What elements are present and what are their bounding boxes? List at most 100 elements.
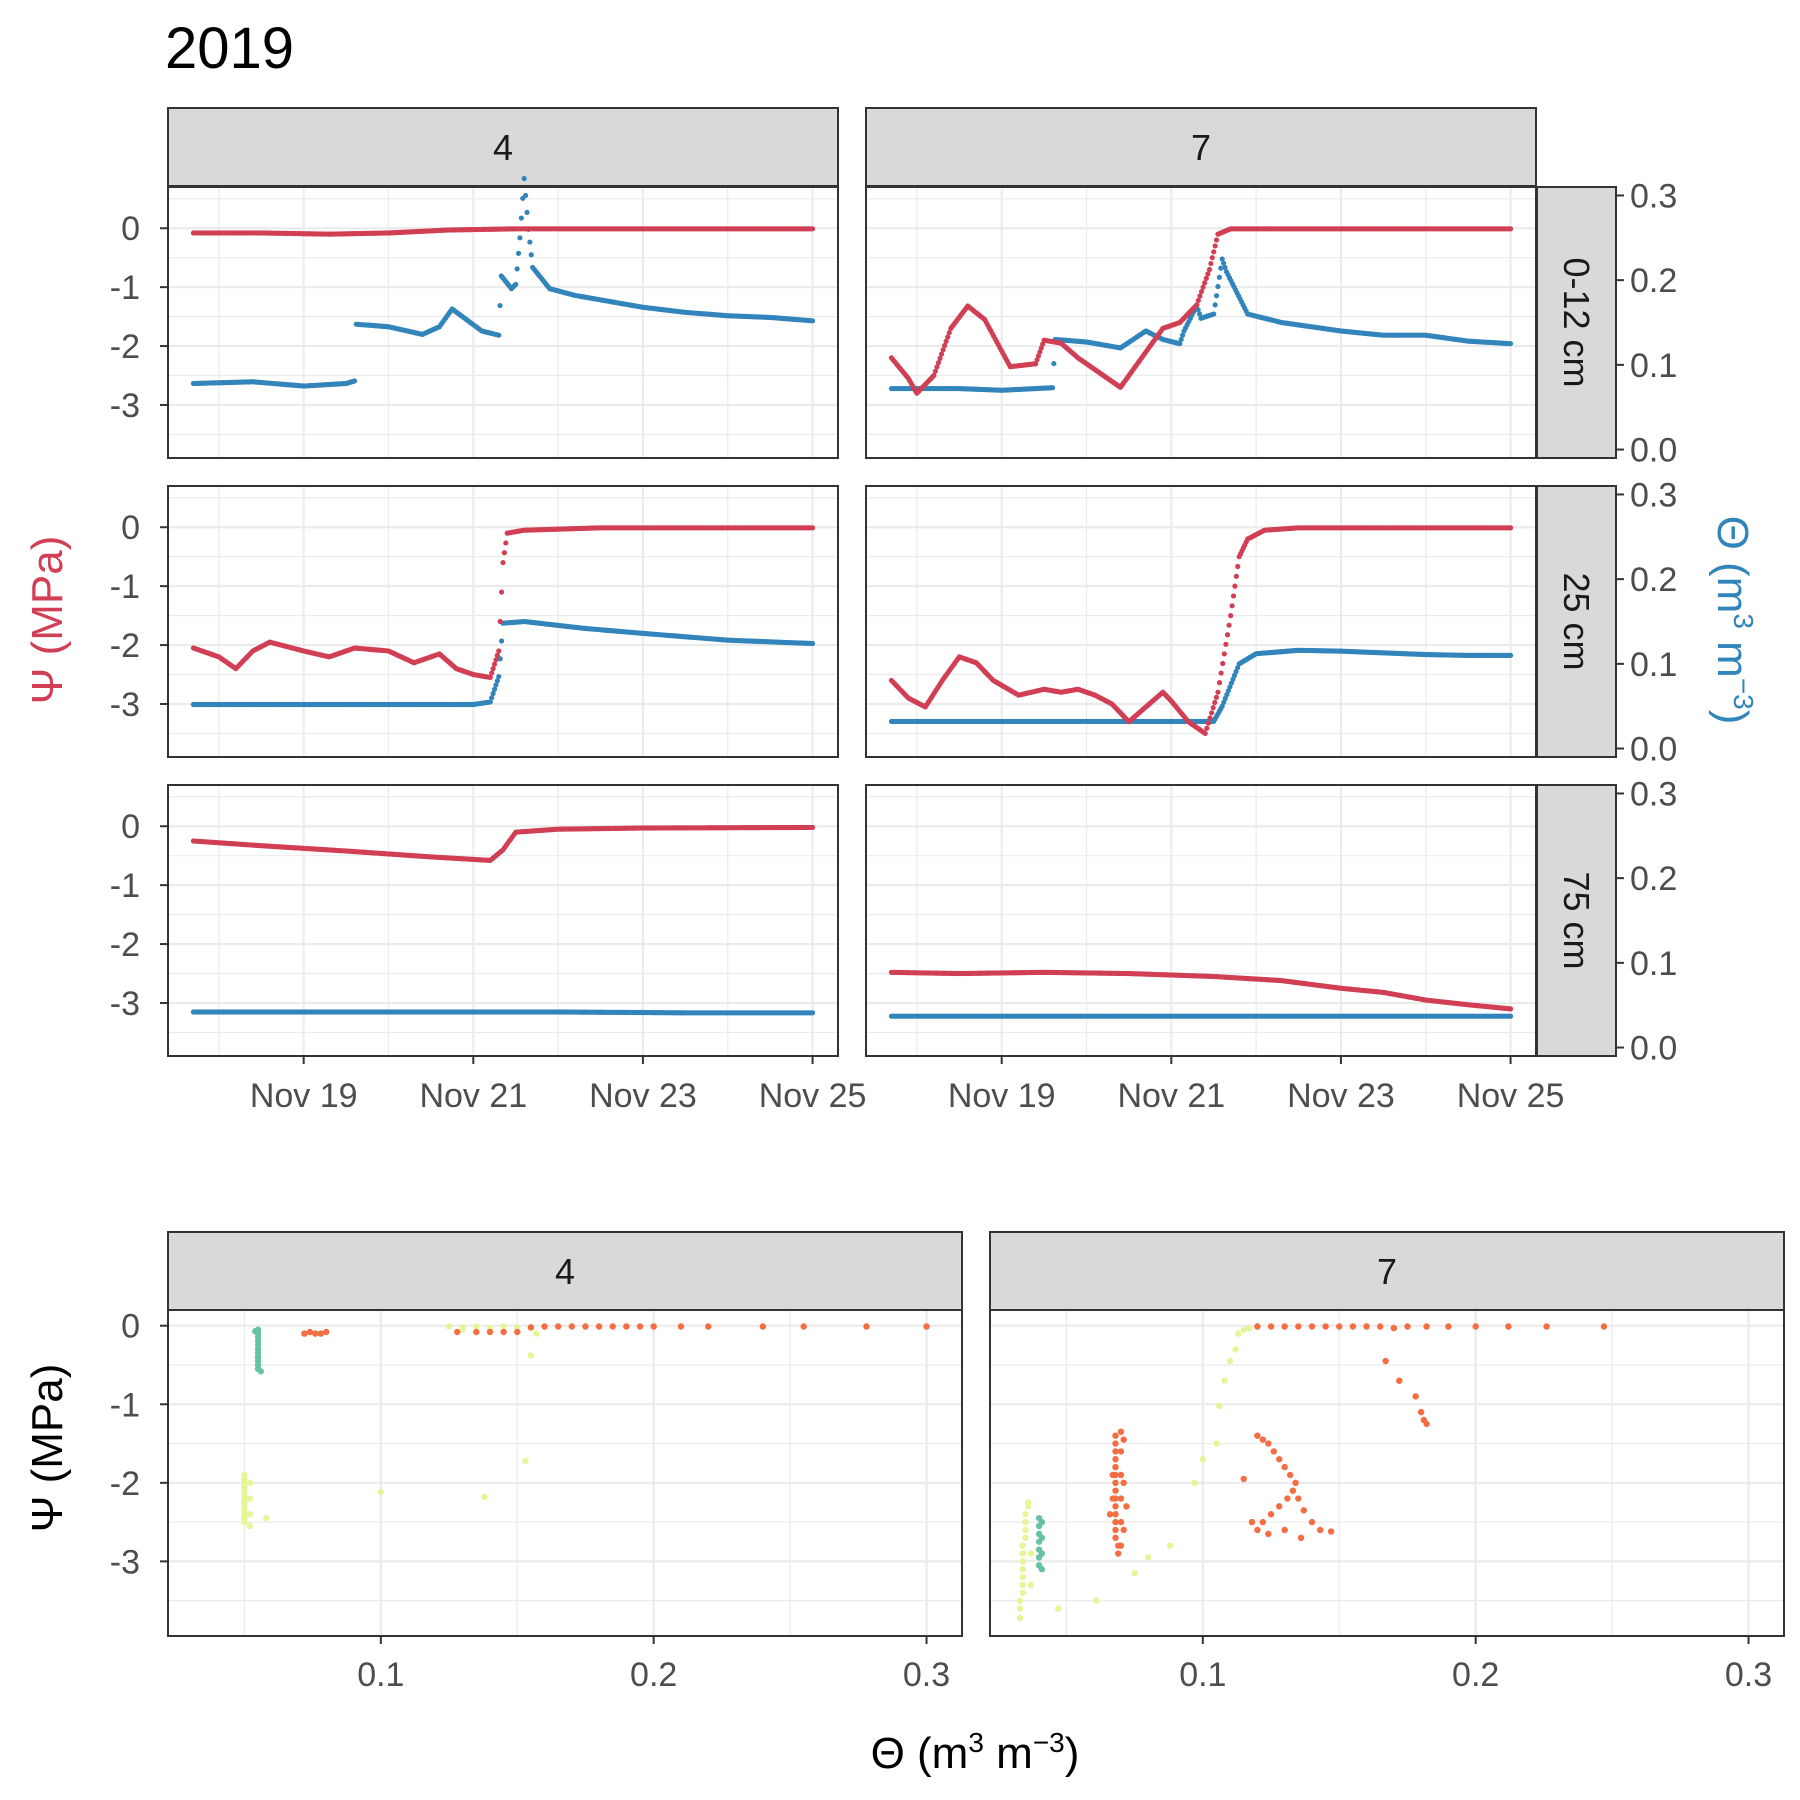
panel-border (167, 186, 839, 459)
psi-point (1035, 353, 1042, 359)
theta-tick-label: 0.0 (1630, 731, 1677, 769)
theta-point (1195, 307, 1201, 313)
psi-point (491, 661, 498, 667)
theta-point (498, 638, 505, 644)
psi-point (938, 351, 945, 357)
theta-tick-label: 0.2 (1630, 561, 1677, 599)
theta-tick-label: 0.2 (1630, 860, 1677, 898)
psi-point (494, 652, 500, 658)
theta-point (528, 252, 534, 258)
theta-tick-label: 0.1 (1630, 945, 1677, 983)
theta-tick-label: 0.0 (1630, 1030, 1677, 1068)
psi-point (1209, 255, 1215, 261)
theta-point (1177, 341, 1183, 347)
psi-point (1213, 694, 1219, 700)
psi-tick-label: -2 (110, 926, 140, 964)
psi-point (1215, 689, 1221, 695)
theta-point (487, 699, 493, 705)
facet-strip-4 (167, 107, 839, 187)
psi-point (487, 674, 493, 681)
theta-tick-label: 0.3 (1630, 775, 1677, 813)
panel-border (865, 186, 1537, 459)
psi-point (1040, 341, 1046, 347)
theta-point (515, 250, 522, 256)
theta-tick-label: 0.3 (1630, 177, 1677, 215)
theta-point (1196, 311, 1203, 317)
psi-point (1218, 670, 1224, 676)
psi-point (1195, 297, 1201, 304)
theta-point (517, 235, 523, 241)
x-tick-label: Nov 23 (589, 1077, 697, 1115)
x-tick-label: Nov 25 (759, 1077, 867, 1115)
theta-point (1507, 341, 1514, 347)
psi-point (1507, 525, 1514, 531)
theta-point (351, 378, 358, 384)
theta-point (518, 215, 524, 221)
psi-point (1194, 302, 1200, 308)
row-strip-label: 25 cm (1556, 572, 1597, 670)
psi-tick-label: -3 (110, 985, 140, 1023)
psi-point (1197, 293, 1203, 299)
psi-point (501, 550, 508, 556)
psi-point (809, 226, 816, 232)
theta-point (494, 678, 500, 684)
time-series-chart: 4 70-12 cm0-1-2-30.00.10.20.325 cm0-1-2-3… (110, 107, 1677, 1115)
psi-point (932, 368, 938, 374)
psi-point (1229, 603, 1235, 609)
psi-tick-label: -2 (110, 627, 140, 665)
psi-point (1211, 249, 1217, 255)
theta-point (1216, 274, 1222, 280)
theta-point (809, 640, 816, 647)
psi-point (1210, 705, 1216, 711)
psi-point (1037, 349, 1043, 355)
psi-point (1205, 271, 1211, 277)
psi-point (1204, 725, 1210, 731)
theta-point (1180, 332, 1186, 338)
psi-point (503, 540, 509, 546)
x-tick-label: Nov 21 (419, 1077, 527, 1115)
psi-point (1198, 288, 1205, 295)
psi-point (1233, 573, 1239, 579)
psi-point (1235, 563, 1241, 570)
theta-point (496, 332, 502, 338)
psi-point (931, 372, 937, 379)
psi-point (1213, 237, 1220, 243)
facet-strip-label: 7 (1191, 127, 1211, 168)
theta-point (514, 266, 520, 272)
psi-point (1208, 260, 1214, 267)
psi-point (1033, 361, 1039, 367)
theta-point (489, 695, 495, 701)
psi-point (1212, 699, 1218, 706)
psi-point (500, 559, 506, 566)
psi-point (809, 525, 816, 531)
panel-background (866, 187, 1536, 458)
theta-point (496, 673, 502, 680)
psi-point (937, 355, 943, 361)
row-strip-label: 75 cm (1556, 871, 1597, 969)
psi-point (493, 657, 499, 663)
theta-tick-label: 0.3 (1630, 476, 1677, 514)
psi-point (1200, 284, 1206, 290)
theta-tick-label: 0.2 (1630, 262, 1677, 300)
psi-point (942, 342, 948, 349)
x-tick-label: Nov 19 (250, 1077, 358, 1115)
theta-point (521, 175, 527, 182)
psi-point (1205, 720, 1212, 726)
theta-point (497, 302, 503, 309)
psi-point (935, 360, 942, 366)
psi-point (1220, 660, 1226, 667)
row-strip-label: 0-12 cm (1556, 257, 1597, 387)
psi-point (497, 618, 503, 625)
psi-point (1230, 593, 1237, 599)
psi-point (1221, 651, 1227, 657)
theta-point (1507, 1013, 1514, 1019)
psi-point (1507, 226, 1514, 232)
psi-point (1216, 680, 1223, 686)
psi-point (943, 338, 949, 344)
theta-point (1218, 265, 1224, 271)
theta-point (527, 239, 533, 245)
psi-point (946, 330, 952, 336)
theta-point (1507, 652, 1514, 658)
facet-strip-label: 4 (493, 127, 513, 168)
